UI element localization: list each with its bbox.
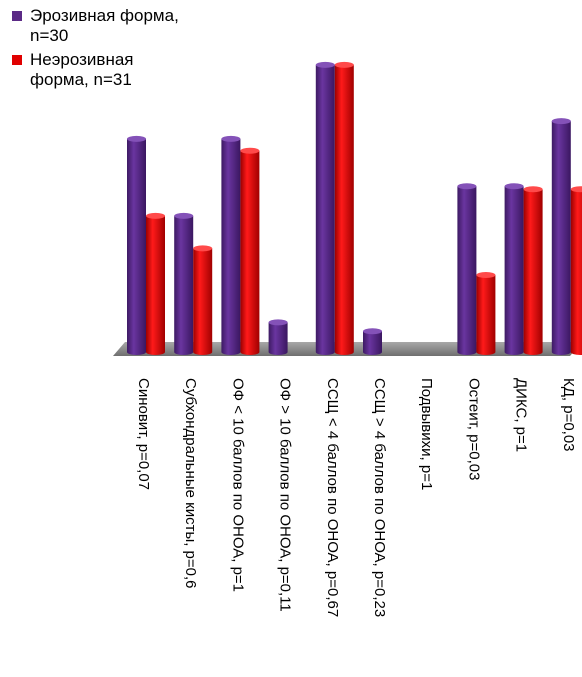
category-label-2: ОФ < 10 баллов по ОНОА, p=1 xyxy=(229,378,246,592)
category-label-9: КД, p=0,03 xyxy=(560,378,577,452)
bar-erosive-0 xyxy=(127,135,146,355)
bar-erosive-8 xyxy=(504,183,524,355)
bar-nonerosive-8 xyxy=(523,186,543,355)
bar-erosive-3 xyxy=(268,319,288,355)
bar-nonerosive-4 xyxy=(334,61,354,355)
bar-erosive-7 xyxy=(457,183,477,355)
bar-erosive-9 xyxy=(551,118,571,356)
bar-erosive-4 xyxy=(315,61,335,355)
legend-label-nonerosive: Неэрозивная форма, n=31 xyxy=(30,50,134,89)
category-label-5: ССЩ > 4 баллов по ОНОА, p=0,23 xyxy=(371,378,388,617)
bars-group xyxy=(127,61,582,356)
legend-swatch-nonerosive xyxy=(12,55,22,65)
legend-item-erosive: Эрозивная форма, n=30 xyxy=(12,6,182,46)
bar-nonerosive-0 xyxy=(146,212,165,355)
bar-erosive-5 xyxy=(363,328,382,355)
bar-nonerosive-7 xyxy=(476,272,496,355)
category-label-0: Синовит, p=0,07 xyxy=(135,378,152,490)
category-label-4: ССЩ < 4 баллов по ОНОА, p=0,67 xyxy=(324,378,341,617)
legend-swatch-erosive xyxy=(12,11,22,21)
bar-nonerosive-1 xyxy=(193,245,213,355)
bar-erosive-2 xyxy=(221,135,241,355)
bar-nonerosive-9 xyxy=(570,186,582,355)
category-label-1: Субхондральные кисты, p=0,6 xyxy=(182,378,199,589)
legend-item-nonerosive: Неэрозивная форма, n=31 xyxy=(12,50,182,90)
category-labels: Синовит, p=0,07 Субхондральные кисты, p=0… xyxy=(135,378,577,617)
legend-label-erosive: Эрозивная форма, n=30 xyxy=(30,6,179,45)
category-label-7: Остеит, p=0,03 xyxy=(465,378,482,480)
category-label-6: Подвывихи, p=1 xyxy=(418,378,435,490)
category-label-3: ОФ > 10 баллов по ОНОА, p=0,11 xyxy=(277,378,294,612)
bar-nonerosive-2 xyxy=(240,147,260,355)
category-label-8: ДИКС, p=1 xyxy=(513,378,530,452)
legend: Эрозивная форма, n=30 Неэрозивная форма,… xyxy=(12,6,182,94)
bar-erosive-1 xyxy=(174,212,194,355)
